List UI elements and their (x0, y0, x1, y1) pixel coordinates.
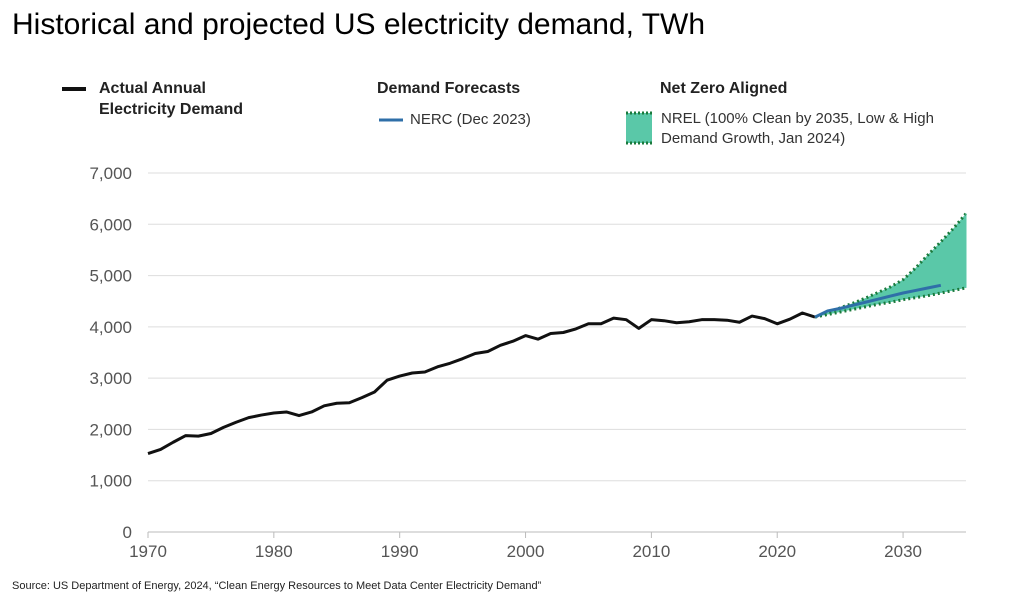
y-tick-label: 2,000 (89, 420, 132, 439)
y-tick-label: 7,000 (89, 164, 132, 183)
y-axis-ticks: 0 1,000 2,000 3,000 4,000 5,000 6,000 7,000 (89, 164, 132, 542)
legend-nerc-label: NERC (Dec 2023) (410, 111, 531, 128)
x-tick-label: 2030 (884, 542, 922, 561)
legend-forecasts-heading: Demand Forecasts (377, 80, 521, 97)
grid-layer (148, 172, 966, 533)
y-tick-label: 3,000 (89, 369, 132, 388)
x-tick-label: 1980 (255, 542, 293, 561)
y-tick-label: 0 (123, 523, 132, 542)
x-tick-label: 1970 (129, 542, 167, 561)
actual-demand-line (147, 311, 816, 455)
legend-nerc-swatch (379, 118, 403, 122)
legend-nrel-line1: NREL (100% Clean by 2035, Low & High (661, 110, 934, 127)
legend-netzero-heading: Net Zero Aligned (660, 80, 788, 97)
x-axis-ticks: 1970 1980 1990 2000 2010 2020 2030 (129, 532, 922, 561)
legend-actual-swatch (62, 87, 86, 91)
x-tick-label: 2010 (632, 542, 670, 561)
chart-title: Historical and projected US electricity … (12, 8, 706, 41)
y-tick-label: 1,000 (89, 472, 132, 491)
legend-nrel-line2: Demand Growth, Jan 2024) (661, 130, 846, 147)
x-tick-label: 2020 (758, 542, 796, 561)
nrel-band-layer (814, 212, 968, 319)
nrel-low-line (814, 286, 967, 319)
legend-actual-line1: Actual Annual (99, 80, 206, 97)
y-tick-label: 4,000 (89, 318, 132, 337)
nrel-band (814, 213, 966, 318)
actual-series-layer (147, 311, 816, 455)
x-tick-label: 1990 (381, 542, 419, 561)
y-tick-label: 6,000 (89, 215, 132, 234)
legend-nrel-swatch (626, 111, 652, 145)
y-tick-label: 5,000 (89, 267, 132, 286)
chart-canvas: 0 1,000 2,000 3,000 4,000 5,000 6,000 7,000 197… (89, 164, 968, 561)
nerc-series-layer (814, 283, 942, 319)
x-tick-label: 2000 (507, 542, 545, 561)
source-note: Source: US Department of Energy, 2024, “… (12, 580, 542, 592)
legend-actual-line2: Electricity Demand (99, 101, 244, 118)
